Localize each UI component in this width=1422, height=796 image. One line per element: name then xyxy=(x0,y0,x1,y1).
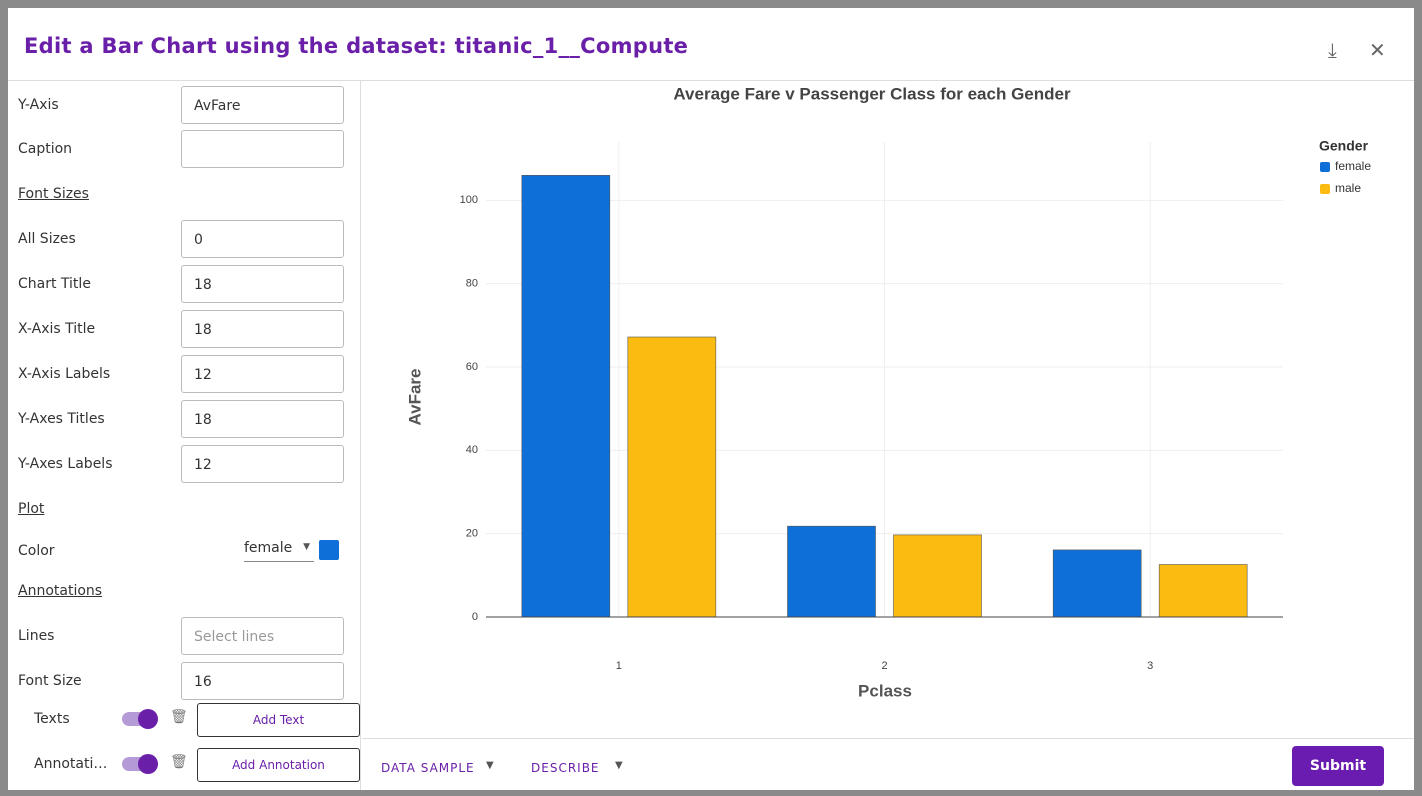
y-tick-label: 80 xyxy=(466,278,478,290)
toggle-switch[interactable] xyxy=(122,709,158,729)
x-tick-label: 3 xyxy=(1147,660,1153,672)
delete-icon[interactable]: 🗑 xyxy=(170,754,188,770)
input[interactable] xyxy=(181,130,344,168)
dialog: Edit a Bar Chart using the dataset: tita… xyxy=(8,8,1414,790)
form-row: All Sizes 0 xyxy=(18,220,348,260)
close-icon[interactable]: ✕ xyxy=(1369,38,1386,62)
field-label: X-Axis Title xyxy=(18,321,96,337)
y-tick-label: 0 xyxy=(472,611,478,623)
divider xyxy=(8,80,1414,81)
toggle-row: Annotations 🗑 Add Annotation xyxy=(34,748,364,782)
footer: DATA SAMPLE ▼ DESCRIBE ▼ Submit xyxy=(362,738,1414,790)
bar xyxy=(627,336,717,618)
field-label: Y-Axis xyxy=(18,97,59,113)
section-heading[interactable]: Annotations xyxy=(18,583,103,599)
field-label: Caption xyxy=(18,141,73,157)
delete-icon[interactable]: 🗑 xyxy=(170,709,188,725)
form-row: Y-Axes Labels 12 xyxy=(18,445,348,485)
caret: ▼ xyxy=(303,542,310,552)
form-row: X-Axis Title 18 xyxy=(18,310,348,350)
input[interactable]: 18 xyxy=(181,310,344,348)
settings-panel: Y-Axis AvFare Caption Font Sizes All Sizes 0 C… xyxy=(8,81,361,790)
toggle-label: Annotations xyxy=(34,756,110,772)
input[interactable]: AvFare xyxy=(181,86,344,124)
bar xyxy=(1052,549,1142,618)
bar xyxy=(521,175,611,618)
input[interactable]: 16 xyxy=(181,662,344,700)
legend-swatch xyxy=(1320,184,1330,194)
y-axis-title: AvFare xyxy=(405,368,424,425)
field-label: Lines xyxy=(18,628,55,644)
legend-title: Gender xyxy=(1319,138,1369,154)
field-label: Font Size xyxy=(18,673,82,689)
tab-caret[interactable]: ▼ xyxy=(615,760,624,771)
input[interactable]: Select lines xyxy=(181,617,344,655)
add-button[interactable]: Add Text xyxy=(197,703,360,737)
add-button[interactable]: Add Annotation xyxy=(197,748,360,782)
form-row: Chart Title 18 xyxy=(18,265,348,305)
y-tick-label: 40 xyxy=(466,444,478,456)
tab[interactable]: DATA SAMPLE xyxy=(381,761,475,775)
form-row: Y-Axis AvFare xyxy=(18,86,348,126)
submit-button[interactable]: Submit xyxy=(1292,746,1384,786)
chart-title: Average Fare v Passenger Class for each … xyxy=(673,84,1071,103)
field-label: Chart Title xyxy=(18,276,91,292)
x-tick-label: 1 xyxy=(616,660,622,672)
input[interactable]: 0 xyxy=(181,220,344,258)
form-row: Color female ▼ xyxy=(18,532,348,572)
section-heading[interactable]: Font Sizes xyxy=(18,186,89,202)
legend-label: female xyxy=(1335,159,1371,173)
legend-swatch xyxy=(1320,162,1330,172)
bar xyxy=(787,525,876,618)
form-row: Annotations xyxy=(18,572,348,612)
section-heading[interactable]: Plot xyxy=(18,501,45,517)
y-tick-label: 100 xyxy=(460,194,478,206)
toggle-label: Texts xyxy=(34,711,70,727)
field-label: X-Axis Labels xyxy=(18,366,111,382)
toggle-row: Texts 🗑 Add Text xyxy=(34,703,364,737)
tab-caret[interactable]: ▼ xyxy=(486,760,495,771)
form-row: X-Axis Labels 12 xyxy=(18,355,348,395)
toggle-switch[interactable] xyxy=(122,754,158,774)
y-tick-label: 20 xyxy=(466,528,478,540)
input[interactable]: 18 xyxy=(181,265,344,303)
bar xyxy=(893,534,982,618)
legend-label: male xyxy=(1335,181,1361,195)
input[interactable]: 12 xyxy=(181,445,344,483)
series-select[interactable]: female ▼ xyxy=(244,540,314,562)
field-label: All Sizes xyxy=(18,231,76,247)
input[interactable]: 18 xyxy=(181,400,344,438)
chart: Average Fare v Passenger Class for each … xyxy=(405,84,1371,700)
form-row: Font Size 16 xyxy=(18,662,348,702)
form-row: Plot xyxy=(18,490,348,530)
field-label: Y-Axes Labels xyxy=(18,456,113,472)
bar xyxy=(1158,564,1248,618)
color-swatch[interactable] xyxy=(319,540,339,560)
field-label: Y-Axes Titles xyxy=(18,411,105,427)
form-row: Y-Axes Titles 18 xyxy=(18,400,348,440)
dialog-title: Edit a Bar Chart using the dataset: tita… xyxy=(24,34,689,58)
form-row: Caption xyxy=(18,130,348,170)
field-label: Color xyxy=(18,543,55,559)
form-row: Font Sizes xyxy=(18,175,348,215)
download-icon[interactable]: ⤓ xyxy=(1328,38,1337,62)
form-row: Lines Select lines xyxy=(18,617,348,657)
x-tick-label: 2 xyxy=(881,660,887,672)
tab[interactable]: DESCRIBE xyxy=(531,761,600,775)
x-axis-title: Pclass xyxy=(858,681,912,700)
input[interactable]: 12 xyxy=(181,355,344,393)
y-tick-label: 60 xyxy=(466,361,478,373)
